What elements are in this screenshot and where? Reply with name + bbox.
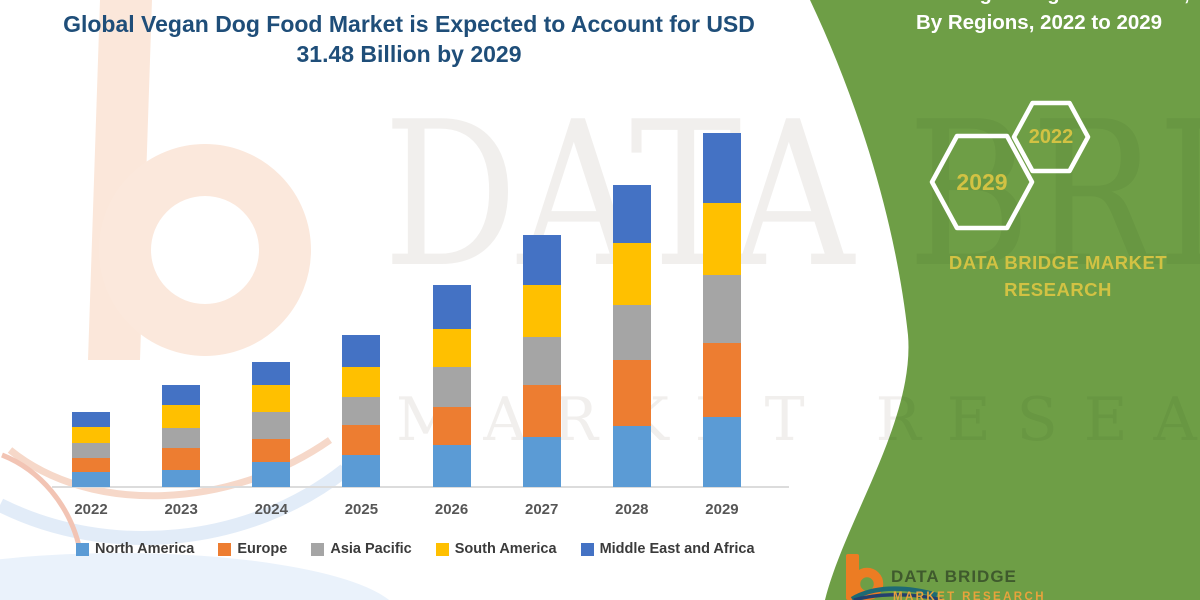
x-axis-label: 2028 <box>615 501 649 518</box>
bar-segment-north-america <box>342 455 381 487</box>
legend-label: South America <box>454 541 557 557</box>
panel-heading: By Regions, 2022 to 2029 <box>915 11 1163 34</box>
x-axis-label: 2023 <box>164 501 198 518</box>
bar-segment-europe <box>612 359 651 427</box>
bar-segment-middle-east-and-africa <box>162 385 201 406</box>
bar-segment-asia-pacific <box>612 304 651 360</box>
bar-segment-south-america <box>522 285 561 338</box>
chart-title-line-1: Global Vegan Dog Food Market is Expected… <box>63 11 755 37</box>
bar-segment-south-america <box>612 242 651 305</box>
legend-label: Middle East and Africa <box>599 541 755 557</box>
bar-segment-north-america <box>72 472 110 487</box>
bar-segment-asia-pacific <box>702 275 741 344</box>
bar-segment-middle-east-and-africa <box>612 184 651 243</box>
legend-swatch-middle-east-and-africa <box>580 542 594 556</box>
bar-segment-south-america <box>702 203 741 276</box>
bar-segment-asia-pacific <box>342 397 381 426</box>
legend-item-asia-pacific: Asia Pacific <box>311 541 412 557</box>
hexagon-2022-label: 2022 <box>1028 126 1074 148</box>
legend: North America Europe Asia Pacific South Ame… <box>76 541 755 557</box>
chart-title-line-2: 31.48 Billion by 2029 <box>296 41 522 67</box>
bar-segment-middle-east-and-africa <box>342 334 381 368</box>
legend-item-europe: Europe <box>218 541 287 557</box>
legend-item-middle-east-and-africa: Middle East and Africa <box>580 541 755 557</box>
bar-segment-europe <box>432 407 471 446</box>
legend-label: North America <box>95 541 195 557</box>
bar-segment-europe <box>72 458 110 473</box>
bar-segment-asia-pacific <box>162 428 201 449</box>
bar-segment-europe <box>162 448 201 471</box>
x-axis-label: 2024 <box>254 501 288 518</box>
x-axis-label: 2026 <box>434 501 469 518</box>
legend-swatch-europe <box>218 542 232 556</box>
bar-segment-north-america <box>612 426 651 487</box>
bar-segment-north-america <box>252 461 291 487</box>
bar-segment-asia-pacific <box>252 411 291 439</box>
x-axis-line <box>52 486 789 488</box>
brand-text-line-1: DATA BRIDGE MARKET <box>948 252 1168 273</box>
hexagon-2029-label: 2029 <box>956 169 1008 195</box>
footer-logo-b-icon <box>846 554 943 600</box>
x-axis-label: 2025 <box>344 501 379 518</box>
legend-item-south-america: South America <box>435 541 557 557</box>
legend-label: Europe <box>237 541 288 557</box>
x-axis-label: 2027 <box>525 501 559 518</box>
bar-segment-north-america <box>702 417 741 487</box>
watermark-b-icon <box>0 0 389 600</box>
bar-segment-asia-pacific <box>432 367 471 408</box>
legend-swatch-south-america <box>435 542 449 556</box>
x-axis-label: 2022 <box>74 501 108 518</box>
panel-heading-partial: Global Vegan Dog Food Market, <box>878 0 1200 6</box>
bar-segment-middle-east-and-africa <box>72 411 110 428</box>
legend-swatch-asia-pacific <box>311 542 325 556</box>
chart-title: Global Vegan Dog Food Market is Expected… <box>35 9 783 69</box>
bar-segment-europe <box>702 343 741 418</box>
bar-segment-south-america <box>252 385 291 412</box>
bar-segment-south-america <box>342 367 381 398</box>
bar-segment-south-america <box>162 405 201 429</box>
legend-swatch-north-america <box>76 542 89 556</box>
x-axis-label: 2029 <box>705 501 739 518</box>
bar-segment-middle-east-and-africa <box>252 362 291 386</box>
bar-segment-middle-east-and-africa <box>702 133 741 204</box>
footer-logo-name: DATA BRIDGE <box>891 567 1017 586</box>
bar-segment-middle-east-and-africa <box>432 284 471 329</box>
footer-logo-sub: MARKET RESEARCH <box>893 591 1046 600</box>
bar-segment-asia-pacific <box>522 337 561 386</box>
legend-label: Asia Pacific <box>330 541 412 557</box>
bar-segment-north-america <box>522 437 561 487</box>
hexagon-2029 <box>929 133 1035 231</box>
brand-text-line-2: RESEARCH <box>1004 279 1112 300</box>
bar-segment-north-america <box>162 470 201 487</box>
bar-segment-south-america <box>72 427 110 444</box>
hexagon-2022 <box>1011 100 1091 174</box>
legend-item-north-america: North America <box>76 541 194 557</box>
bar-segment-north-america <box>432 445 471 487</box>
green-panel-shape <box>810 0 1200 600</box>
bar-segment-europe <box>342 425 381 456</box>
bar-segment-south-america <box>432 328 471 368</box>
bar-segment-europe <box>252 438 291 462</box>
bar-segment-europe <box>522 385 561 438</box>
bar-segment-middle-east-and-africa <box>522 234 561 286</box>
bar-segment-asia-pacific <box>72 443 110 459</box>
